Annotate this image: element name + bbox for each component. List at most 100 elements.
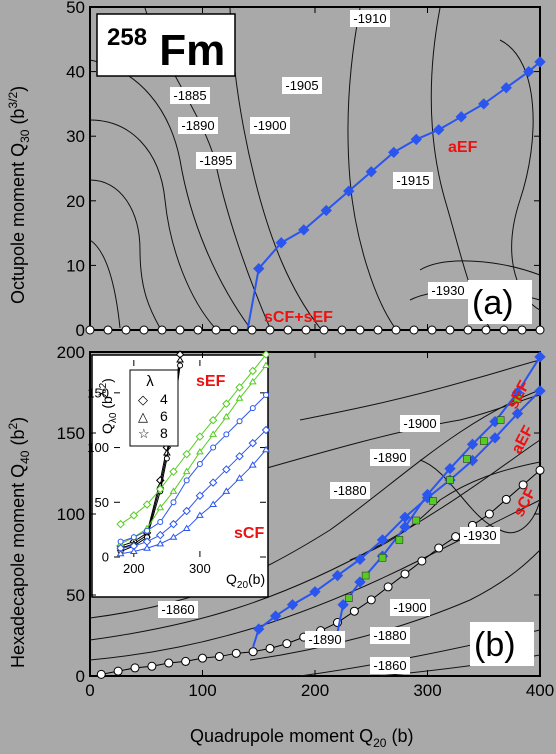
data-point-sCF — [130, 663, 140, 673]
inset-data-point — [261, 350, 271, 359]
data-point-aEF — [269, 610, 282, 622]
contour-label-box — [370, 449, 410, 466]
data-point-sCF+sEF — [391, 325, 401, 335]
contour-label-box — [400, 415, 440, 432]
data-point-sCF+sEF — [445, 325, 455, 335]
inset-x-axis-title: Q20(b) — [226, 571, 265, 591]
data-point-aEF — [376, 534, 389, 546]
inset-data-point — [116, 519, 125, 529]
inset-data-point — [222, 399, 231, 409]
inset-data-point — [262, 445, 270, 453]
inset-data-point — [130, 534, 137, 541]
inset-legend-entry: 4 — [160, 391, 168, 407]
data-point-sCF — [518, 480, 528, 490]
path-label-sCF-sEF: sCF+sEF — [264, 309, 333, 326]
inset-legend-entry: 6 — [160, 408, 168, 424]
inset-data-point — [157, 518, 164, 525]
y-tick-label: 100 — [87, 440, 109, 455]
inset-data-point — [142, 500, 152, 509]
inset-data-point — [196, 460, 203, 467]
contour-label: -1885 — [173, 88, 206, 103]
inset-data-point — [248, 377, 257, 385]
inset-data-point — [182, 449, 191, 459]
nucleus-label: 258 Fm — [107, 6, 225, 75]
inset-data-point — [169, 467, 178, 476]
contour-label: -1860 — [161, 602, 194, 617]
data-point-sCF — [366, 595, 376, 605]
data-point-sEF-green — [446, 476, 454, 484]
y-tick-label: 30 — [66, 127, 85, 146]
y-tick-label: 0 — [102, 550, 109, 565]
contour-label-box — [393, 172, 433, 189]
nucleus-label-box — [96, 13, 236, 77]
data-point-sCF — [349, 606, 359, 616]
data-point-sCF+sEF — [319, 325, 329, 335]
data-point-sEF-green — [345, 594, 353, 602]
inset-path-label-sEF: sEF — [196, 373, 226, 390]
y-tick-label: 0 — [76, 321, 85, 340]
data-point-sCF+sEF — [373, 325, 383, 335]
inset-data-point — [223, 431, 230, 438]
inset-legend-title: λ — [146, 373, 154, 390]
data-point-sEF-green — [480, 437, 488, 445]
inset-data-point — [116, 549, 125, 557]
data-point-sCF — [417, 556, 427, 566]
path-label-aEF: aEF — [448, 139, 478, 156]
data-point-sCF — [400, 569, 410, 579]
inset-data-point — [196, 447, 204, 455]
x-axis-title: Quadrupole moment Q20 (b) — [190, 726, 413, 750]
inset-data-point — [235, 394, 244, 401]
data-point-aEF — [309, 586, 321, 598]
inset-legend-entry: 8 — [160, 425, 168, 441]
data-point-sCF — [451, 532, 461, 542]
inset-data-point — [235, 474, 244, 481]
contour-label: -1910 — [353, 11, 386, 26]
contour-label: -1915 — [396, 173, 429, 188]
inset-data-point — [169, 533, 178, 540]
inset-data-point — [170, 499, 177, 506]
inset-data-point — [208, 415, 218, 425]
data-point-sEF-green — [378, 553, 387, 562]
inset-data-point — [210, 444, 217, 451]
data-point-sCF — [181, 656, 191, 666]
data-point-sCF+sEF — [481, 325, 491, 335]
y-tick-label: 50 — [66, 586, 85, 605]
x-tick-label: 300 — [413, 681, 441, 700]
x-tick-label: 300 — [189, 561, 211, 576]
contour-label-box — [178, 117, 218, 134]
data-point-sCF+sEF — [139, 325, 149, 335]
data-point-sCF+sEF — [121, 325, 131, 335]
data-point-sCF — [231, 648, 241, 658]
inset-data-point — [261, 425, 271, 435]
data-point-sEF-green — [463, 455, 471, 463]
inset-data-point — [249, 405, 256, 412]
inset-data-point — [156, 539, 165, 547]
y-tick-label: 100 — [57, 505, 85, 524]
data-point-sCF+sEF — [193, 325, 203, 335]
inset-data-point — [177, 362, 184, 369]
data-point-sCF — [164, 658, 174, 668]
contour-label: -1900 — [393, 600, 426, 615]
inset-data-point — [169, 487, 178, 494]
data-point-sCF+sEF — [301, 325, 311, 335]
y-tick-label: 20 — [66, 192, 85, 211]
data-point-aEF — [388, 146, 400, 159]
panel-a-y-axis-title: Octupole moment Q30 (b3/2) — [6, 86, 32, 304]
inset-data-point — [143, 544, 151, 551]
panel-b-label: (b) — [474, 626, 516, 664]
contour-label: -1890 — [308, 632, 341, 647]
contour-label: -1905 — [285, 78, 318, 93]
contour-label-box — [282, 77, 322, 94]
inset-data-point — [195, 432, 205, 441]
inset-data-point — [144, 527, 151, 534]
inset-data-point — [129, 541, 139, 551]
inset-data-point — [236, 418, 243, 425]
inset-data-point — [196, 511, 204, 518]
inset-data-point — [263, 392, 269, 399]
inset-data-point — [142, 537, 152, 546]
data-point-sCF — [383, 582, 393, 592]
inset-data-point — [222, 412, 231, 420]
contour-label-box — [196, 152, 236, 169]
data-point-aEF — [331, 569, 344, 582]
